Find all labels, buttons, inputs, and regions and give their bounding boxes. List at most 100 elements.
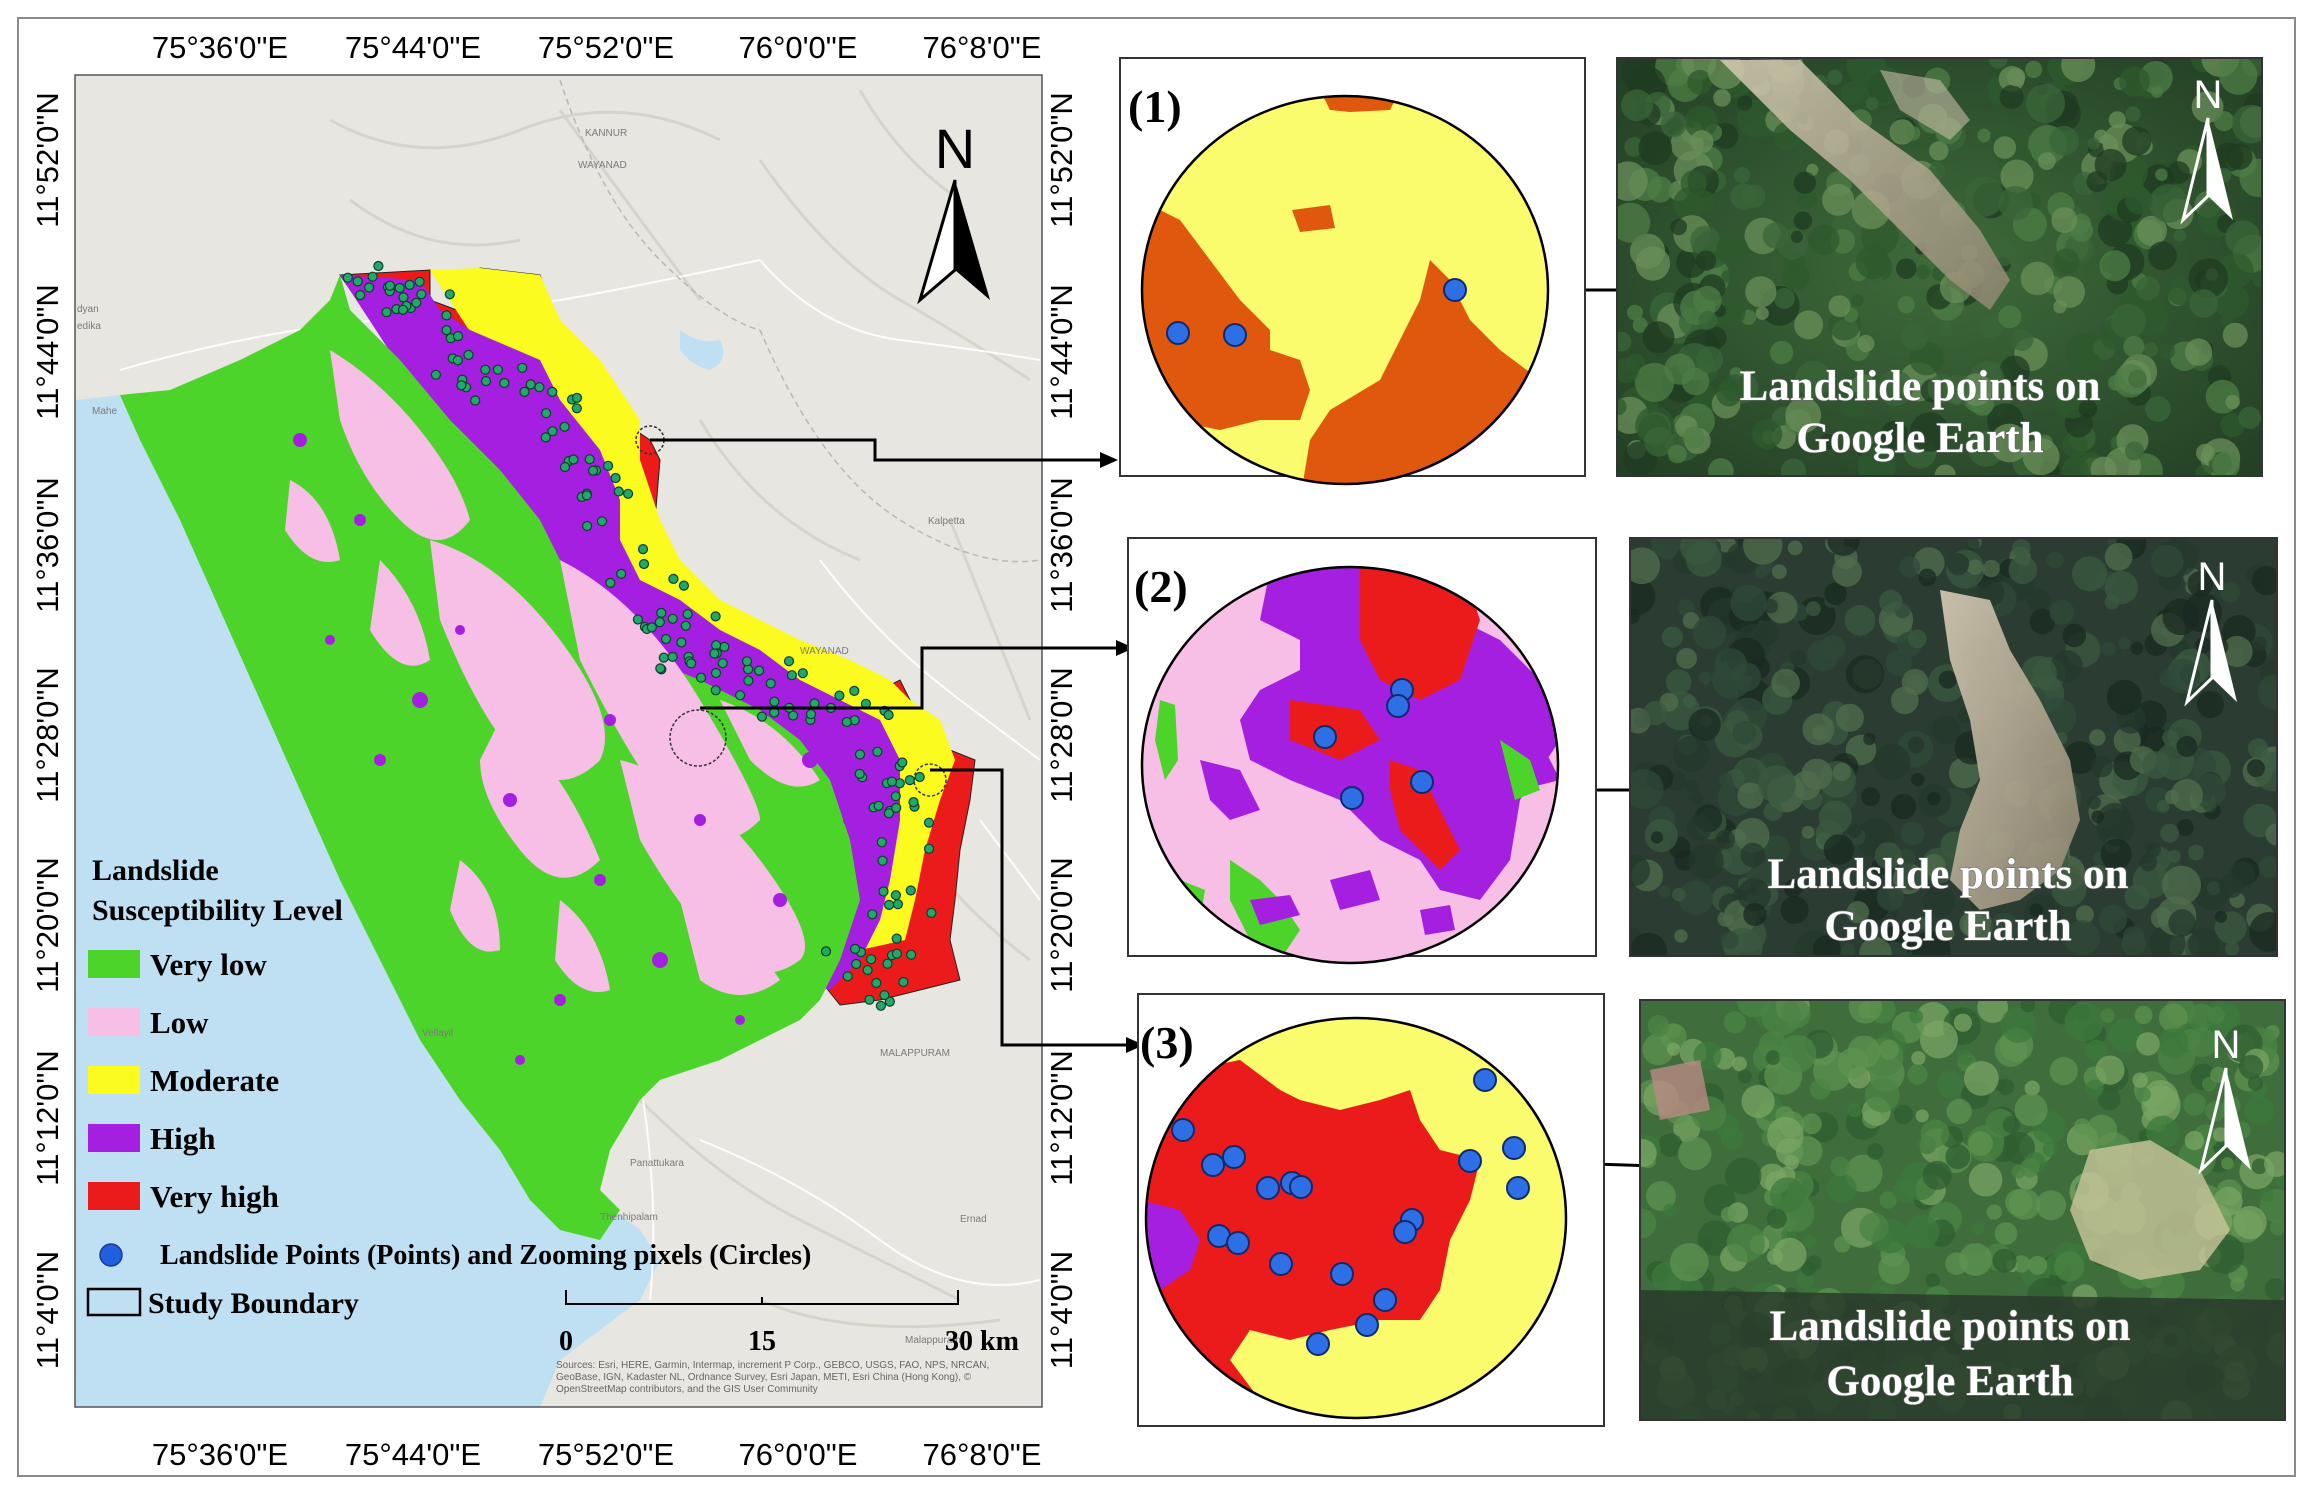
photo-north-label: N bbox=[2194, 73, 2223, 117]
legend-points-label: Landslide Points (Points) and Zooming pi… bbox=[160, 1240, 811, 1271]
photo-caption: Landslide points on bbox=[1768, 851, 2129, 898]
landslide-point bbox=[884, 996, 896, 1007]
landslide-point bbox=[581, 520, 593, 532]
zoom2-points bbox=[1313, 678, 1434, 810]
landslide-point bbox=[805, 709, 817, 720]
landslide-point bbox=[414, 276, 425, 287]
landslide-point bbox=[655, 663, 666, 674]
legend-point-symbol bbox=[99, 1243, 123, 1267]
photo-caption: Google Earth bbox=[1796, 415, 2043, 462]
landslide-point bbox=[596, 516, 608, 527]
landslide-point bbox=[883, 899, 895, 911]
place-label: KANNUR bbox=[585, 128, 627, 139]
landslide-point bbox=[878, 886, 889, 897]
landslide-point bbox=[695, 672, 707, 683]
landslide-point bbox=[686, 658, 697, 669]
photo-north-arrow bbox=[2208, 118, 2233, 220]
landslide-point bbox=[637, 543, 649, 555]
scale-tick-30: 30 km bbox=[945, 1326, 1019, 1357]
figure-border bbox=[17, 17, 2296, 1477]
zoom-panel-3: (3) bbox=[1137, 993, 1605, 1427]
legend-class-label: Low bbox=[150, 1005, 209, 1040]
basemap-place-labels: KANNUR WAYANAD Mahe Kalpetta WAYANAD MAL… bbox=[77, 128, 987, 1346]
landslide-point bbox=[622, 488, 634, 499]
landslide-point bbox=[559, 461, 571, 473]
photo-frame bbox=[1629, 537, 2278, 957]
place-label: Ernad bbox=[960, 1214, 987, 1225]
place-label: Vellayil bbox=[422, 1028, 453, 1039]
graticule-label: 11°52'0"N bbox=[30, 92, 65, 228]
graticule-label: 11°52'0"N bbox=[1044, 92, 1079, 228]
photo-frame bbox=[1616, 57, 2263, 477]
landslide-point bbox=[656, 607, 667, 619]
landslide-point bbox=[717, 658, 728, 669]
landslide-point bbox=[797, 668, 808, 679]
landslide-point bbox=[632, 614, 644, 625]
landslide-point bbox=[682, 608, 693, 620]
susceptibility-raster bbox=[120, 267, 976, 1240]
top-longitude-labels: 75°36'0"E 75°44'0"E 75°52'0"E 76°0'0"E 76°8'… bbox=[152, 30, 1042, 65]
north-arrow-map: N bbox=[917, 117, 990, 305]
graticule-label: 11°36'0"N bbox=[30, 477, 65, 613]
zoom-panel-1: (1) bbox=[1119, 57, 1586, 486]
legend-swatch bbox=[88, 1182, 140, 1210]
landslide-point bbox=[678, 580, 690, 591]
zoom-panel-label: (2) bbox=[1134, 561, 1188, 612]
landslide-point bbox=[906, 949, 917, 960]
basemap-relief bbox=[329, 89, 1032, 1329]
graticule-label: 11°28'0"N bbox=[1044, 667, 1079, 803]
landslide-point bbox=[367, 271, 378, 282]
graticule-label: 11°4'0"N bbox=[30, 1251, 65, 1369]
landslide-point bbox=[710, 667, 722, 679]
legend-swatch bbox=[88, 1066, 140, 1094]
landslide-point bbox=[667, 613, 678, 624]
landslide-point bbox=[710, 611, 721, 622]
legend-class-label: Very high bbox=[150, 1179, 279, 1214]
landslide-point bbox=[862, 964, 873, 976]
landslide-point bbox=[605, 577, 616, 589]
landslide-point bbox=[854, 749, 866, 760]
landslide-point bbox=[616, 568, 627, 580]
photo-panel-2: N Landslide points on Google Earth bbox=[1629, 537, 2278, 957]
landslide-point bbox=[877, 855, 888, 866]
legend-title: Landslide bbox=[92, 854, 219, 887]
landslide-point bbox=[547, 426, 558, 437]
place-label: dyan bbox=[77, 304, 99, 315]
zoom1-points bbox=[1166, 278, 1467, 347]
graticule-label: 11°28'0"N bbox=[30, 667, 65, 803]
graticule-label: 11°20'0"N bbox=[30, 857, 65, 993]
landslide-point bbox=[654, 617, 665, 628]
connector-3 bbox=[930, 768, 1138, 1047]
landslide-point bbox=[646, 622, 657, 633]
landslide-point bbox=[492, 364, 503, 375]
connector-2 bbox=[700, 646, 1128, 710]
place-label: WAYANAD bbox=[578, 160, 627, 171]
zoom3-points bbox=[1171, 1068, 1530, 1356]
landslide-scar bbox=[1940, 590, 2080, 910]
legend-class-label: Very low bbox=[150, 947, 267, 982]
legend-title: Susceptibility Level bbox=[92, 894, 343, 927]
landslide-point bbox=[820, 946, 832, 957]
landslide-point bbox=[743, 675, 754, 686]
zoom-circle bbox=[1140, 565, 1560, 965]
landslide-point bbox=[891, 933, 902, 944]
landslide-point bbox=[865, 954, 877, 965]
landslide-point bbox=[842, 971, 853, 982]
place-label: Mahe bbox=[92, 406, 117, 417]
landslide-point bbox=[923, 817, 935, 828]
landslide-point bbox=[547, 386, 558, 397]
landslide-point bbox=[444, 289, 455, 300]
landslide-point bbox=[851, 958, 862, 970]
landslide-point bbox=[765, 678, 776, 689]
landslide-point bbox=[873, 800, 884, 811]
legend: Landslide Susceptibility Level Very low L… bbox=[86, 854, 811, 1320]
landslide-point bbox=[741, 656, 753, 667]
landslide-point bbox=[452, 331, 464, 342]
landslide-point bbox=[883, 808, 895, 819]
landslide-point bbox=[364, 282, 375, 293]
landslide-point bbox=[926, 907, 937, 919]
graticule-label: 75°36'0"E bbox=[152, 1437, 288, 1472]
legend-swatch bbox=[88, 950, 140, 978]
zoom-circle-marker bbox=[669, 709, 727, 767]
attribution-box: Sources: Esri, HERE, Garmin, Intermap, i… bbox=[556, 1360, 989, 1395]
